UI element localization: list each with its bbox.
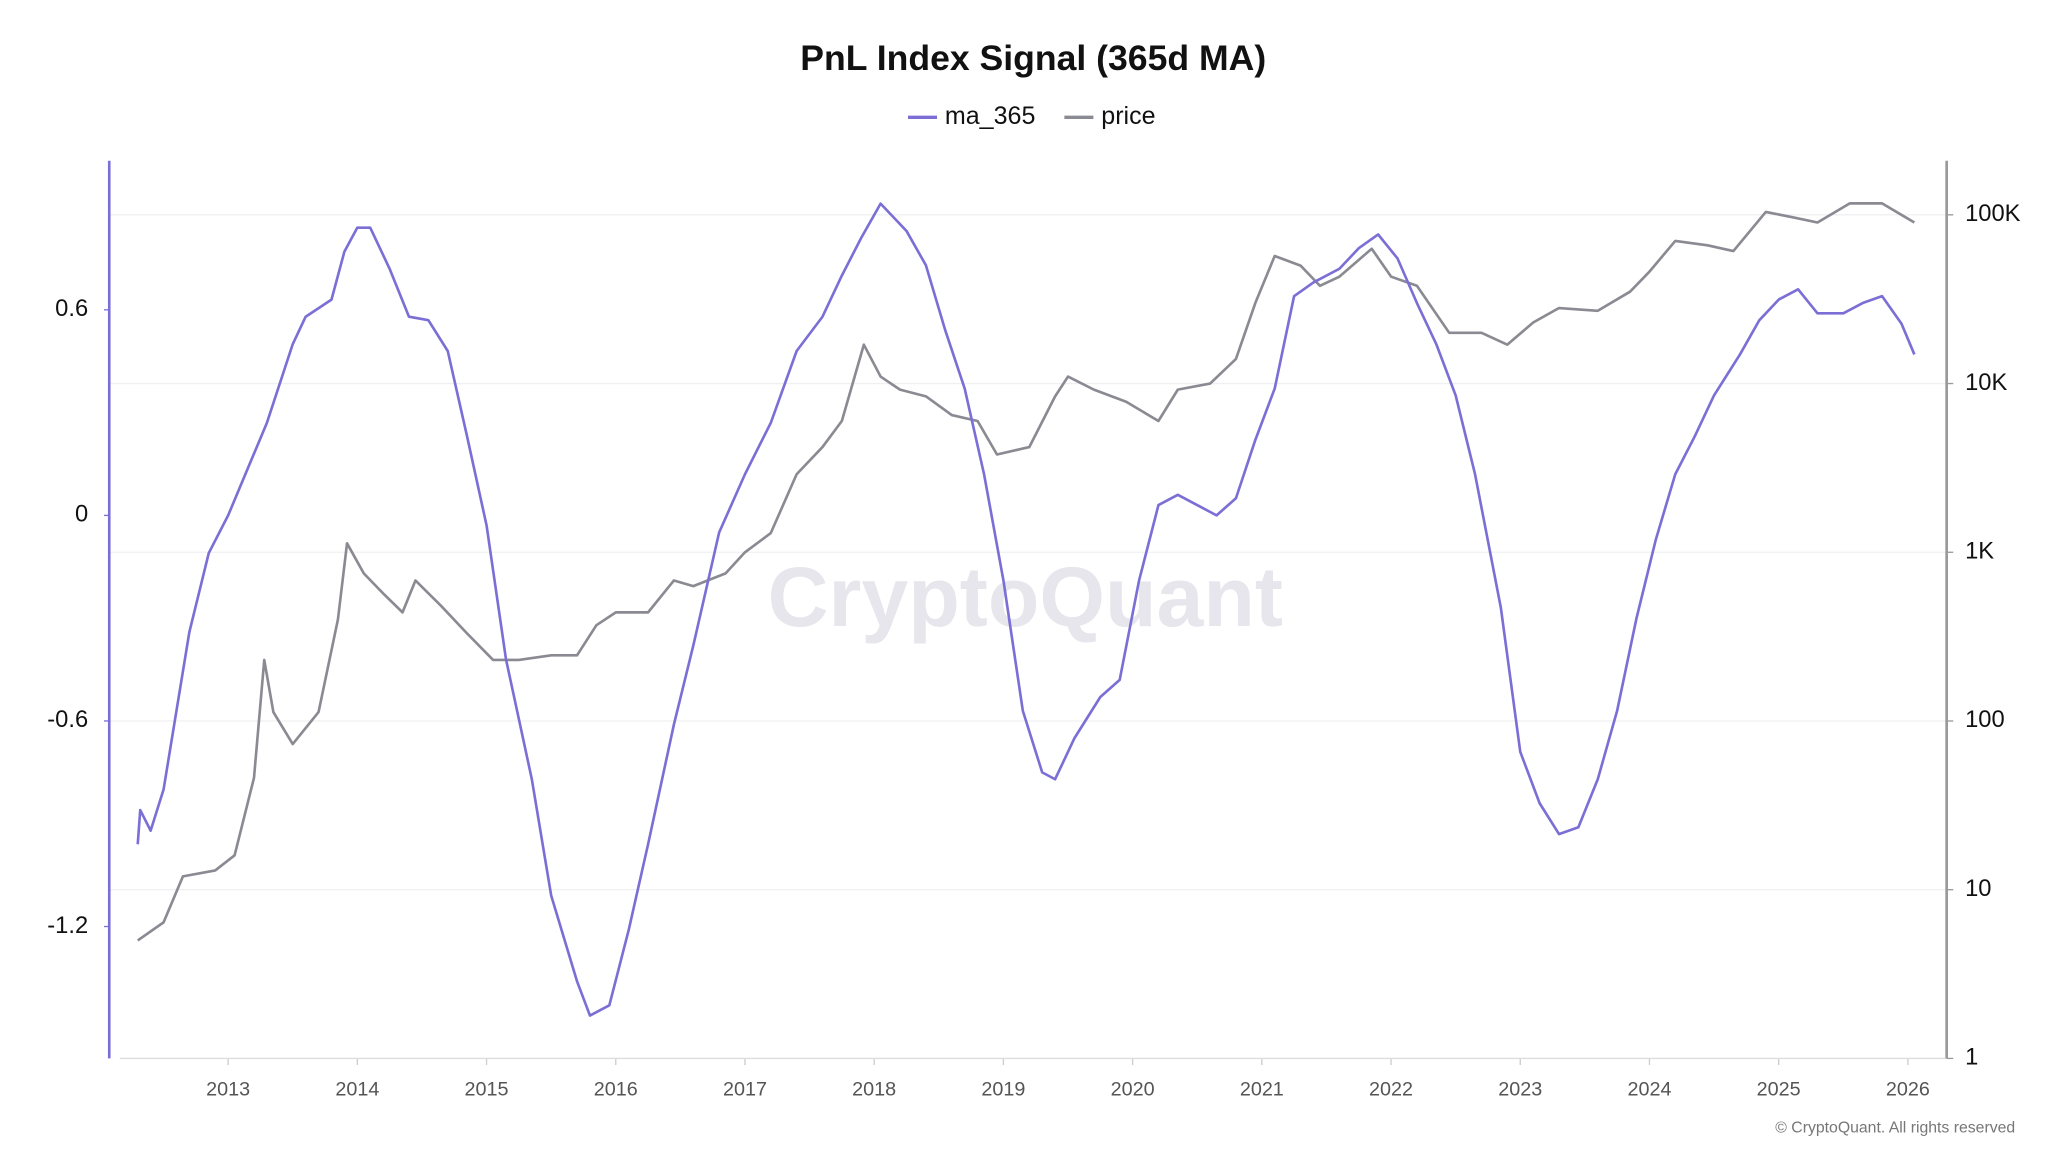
y2-tick-label: 100K bbox=[1965, 201, 2021, 227]
x-tick-label: 2013 bbox=[206, 1078, 250, 1100]
x-tick-label: 2026 bbox=[1886, 1078, 1930, 1100]
x-tick-label: 2020 bbox=[1111, 1078, 1155, 1100]
x-tick-label: 2017 bbox=[723, 1078, 767, 1100]
y-tick-label: 0 bbox=[75, 502, 88, 528]
y-tick-label: 0.6 bbox=[55, 296, 88, 322]
x-tick-label: 2024 bbox=[1627, 1078, 1671, 1100]
x-tick-label: 2025 bbox=[1757, 1078, 1801, 1100]
legend-label: price bbox=[1101, 102, 1155, 130]
y-tick-label: -0.6 bbox=[47, 707, 88, 733]
watermark: CryptoQuant bbox=[768, 550, 1283, 644]
footer: © CryptoQuant. All rights reserved bbox=[1775, 1119, 2015, 1136]
legend: ma_365 price bbox=[908, 102, 1156, 130]
legend-label: ma_365 bbox=[945, 102, 1035, 130]
x-tick-label: 2022 bbox=[1369, 1078, 1413, 1100]
series-line bbox=[136, 202, 1916, 942]
y2-tick-label: 10K bbox=[1965, 370, 2007, 396]
x-tick-label: 2016 bbox=[594, 1078, 638, 1100]
x-tick-label: 2023 bbox=[1498, 1078, 1542, 1100]
x-tick-label: 2021 bbox=[1240, 1078, 1284, 1100]
x-tick-label: 2018 bbox=[852, 1078, 896, 1100]
y2-tick-label: 100 bbox=[1965, 707, 2005, 733]
y-tick-label: -1.2 bbox=[47, 913, 88, 939]
y2-tick-label: 1K bbox=[1965, 539, 1994, 565]
y2-tick-label: 1 bbox=[1965, 1045, 1978, 1071]
y2-tick-label: 10 bbox=[1965, 876, 1991, 902]
series-line bbox=[136, 202, 1916, 1017]
x-tick-label: 2015 bbox=[465, 1078, 509, 1100]
x-tick-label: 2014 bbox=[335, 1078, 379, 1100]
x-tick-label: 2019 bbox=[981, 1078, 1025, 1100]
chart-title: PnL Index Signal (365d MA) bbox=[800, 38, 1266, 78]
